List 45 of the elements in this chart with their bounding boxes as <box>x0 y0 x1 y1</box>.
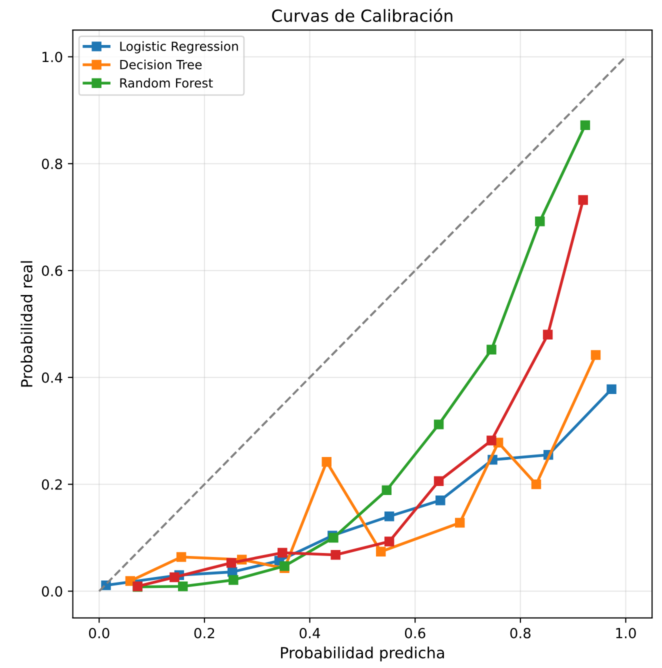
legend-label: Decision Tree <box>120 60 202 70</box>
point <box>531 479 542 490</box>
x-tick-label: 0.4 <box>300 628 320 638</box>
point <box>434 476 444 486</box>
point <box>226 558 236 568</box>
point <box>228 575 238 585</box>
point <box>486 344 496 354</box>
point <box>436 495 446 506</box>
point <box>486 436 496 446</box>
point <box>384 512 394 522</box>
x-tick-label: 0.6 <box>404 628 426 638</box>
point <box>376 546 386 556</box>
point <box>330 550 340 560</box>
point <box>542 330 553 340</box>
y-axis-title: Probabilidad real <box>20 261 32 387</box>
point <box>578 195 588 205</box>
x-tick-label: 0.8 <box>510 628 531 638</box>
point <box>322 456 332 467</box>
legend-label: Random Forest <box>120 78 213 88</box>
legend-label: Logistic Regression <box>120 41 238 54</box>
y-tick-label: 0.4 <box>42 372 62 383</box>
y-tick-label: 1.0 <box>42 52 62 62</box>
x-tick-label: 0.2 <box>194 628 214 638</box>
point <box>176 552 186 562</box>
y-tick-label: 0.0 <box>42 586 62 597</box>
point <box>170 572 180 582</box>
point <box>178 582 188 592</box>
point <box>535 216 545 226</box>
point <box>278 548 288 558</box>
point <box>455 518 465 528</box>
point <box>280 561 290 571</box>
chart-title: Curvas de Calibración <box>272 8 452 22</box>
point <box>580 120 590 130</box>
y-tick-label: 0.2 <box>42 479 62 490</box>
y-tick-label: 0.8 <box>42 158 62 170</box>
point <box>434 420 444 430</box>
point <box>606 384 616 394</box>
point <box>382 485 392 496</box>
point <box>590 350 601 360</box>
x-axis-title: Probabilidad predicha <box>281 646 444 662</box>
point <box>384 536 394 546</box>
y-tick-label: 0.6 <box>42 266 62 276</box>
point <box>328 532 338 543</box>
x-tick-label: 0.0 <box>89 628 110 638</box>
x-tick-label: 1.0 <box>616 628 636 638</box>
